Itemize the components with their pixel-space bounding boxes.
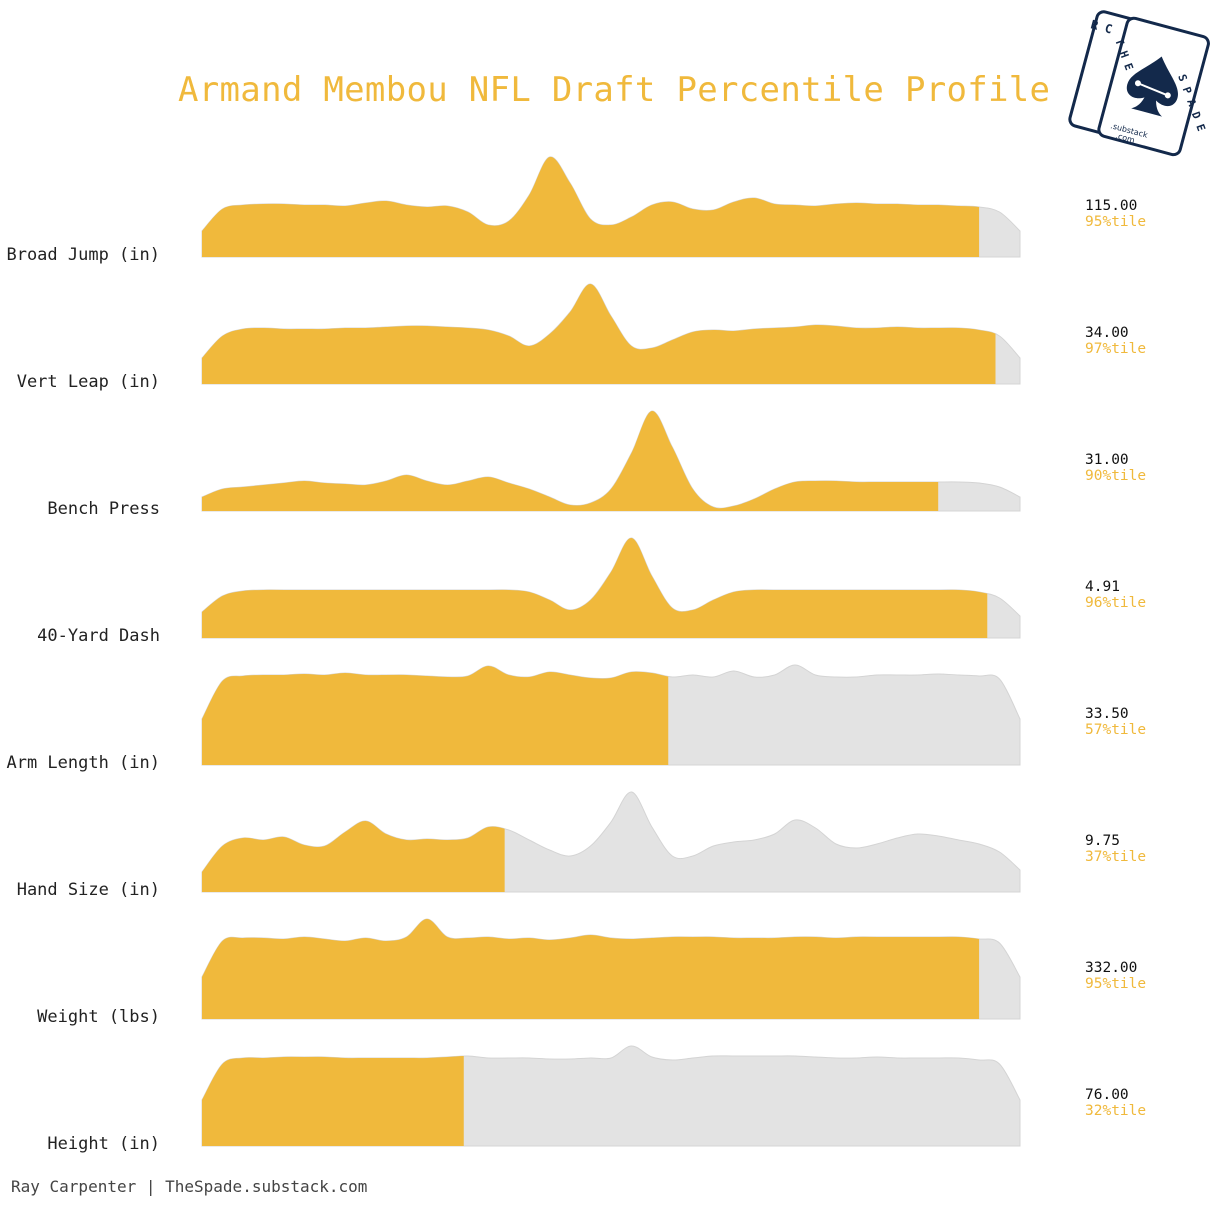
chart-title: Armand Membou NFL Draft Percentile Profi…: [178, 70, 1051, 110]
row-label: Height (in): [47, 1134, 160, 1154]
percentile-fill: [202, 410, 939, 511]
ridge-7: [201, 918, 1021, 1020]
row-label: Bench Press: [47, 499, 160, 519]
ridge-8: [201, 1045, 1021, 1147]
percentile-fill: [202, 665, 669, 765]
percentile-fill: [202, 283, 996, 384]
footer-credit: Ray Carpenter | TheSpade.substack.com: [11, 1177, 368, 1196]
ridge-3: [201, 410, 1021, 512]
row-label: Arm Length (in): [6, 753, 160, 773]
ridge-1: [201, 156, 1021, 258]
ridge-4: [201, 537, 1021, 639]
ridge-5: [201, 664, 1021, 766]
percentile-fill: [202, 1056, 464, 1146]
row-label: Hand Size (in): [16, 880, 160, 900]
ridge-6: [201, 791, 1021, 893]
ridge-2: [201, 283, 1021, 385]
row-percentile: 57%tile: [1085, 722, 1147, 738]
row-value: 4.91: [1085, 579, 1120, 595]
row-value: 33.50: [1085, 706, 1129, 722]
row-value: 31.00: [1085, 452, 1129, 468]
row-label: Weight (lbs): [37, 1007, 160, 1027]
percentile-fill: [202, 919, 980, 1019]
row-percentile: 95%tile: [1085, 214, 1147, 230]
row-value: 332.00: [1085, 960, 1138, 976]
row-percentile: 90%tile: [1085, 468, 1147, 484]
row-percentile: 37%tile: [1085, 849, 1147, 865]
row-value: 34.00: [1085, 325, 1129, 341]
percentile-fill: [202, 820, 505, 892]
row-value: 76.00: [1085, 1087, 1129, 1103]
row-value: 9.75: [1085, 833, 1120, 849]
percentile-fill: [202, 156, 980, 257]
row-label: 40-Yard Dash: [37, 626, 160, 646]
row-label: Vert Leap (in): [16, 372, 160, 392]
percentile-fill: [202, 537, 988, 638]
svg-text:R C: R C: [1089, 17, 1114, 36]
row-value: 115.00: [1085, 198, 1138, 214]
row-percentile: 97%tile: [1085, 341, 1147, 357]
row-percentile: 32%tile: [1085, 1103, 1147, 1119]
spade-card-logo-icon: R C T H E S P A D E .substack .com: [1068, 10, 1210, 157]
row-percentile: 95%tile: [1085, 976, 1147, 992]
row-percentile: 96%tile: [1085, 595, 1147, 611]
row-label: Broad Jump (in): [6, 245, 160, 265]
